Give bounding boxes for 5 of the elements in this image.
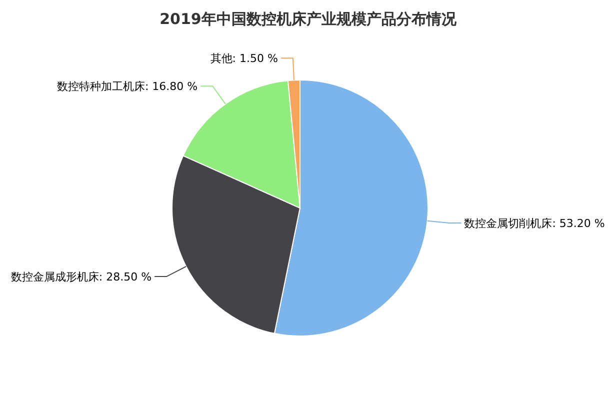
chart-title: 2019年中国数控机床产业规模产品分布情况 — [160, 10, 458, 28]
slice-label: 其他: 1.50 % — [210, 52, 278, 66]
slice-label: 数控金属切削机床: 53.20 % — [464, 217, 605, 230]
slice-label: 数控金属成形机床: 28.50 % — [10, 270, 152, 284]
slice-label: 数控特种加工机床: 16.80 % — [56, 80, 198, 94]
